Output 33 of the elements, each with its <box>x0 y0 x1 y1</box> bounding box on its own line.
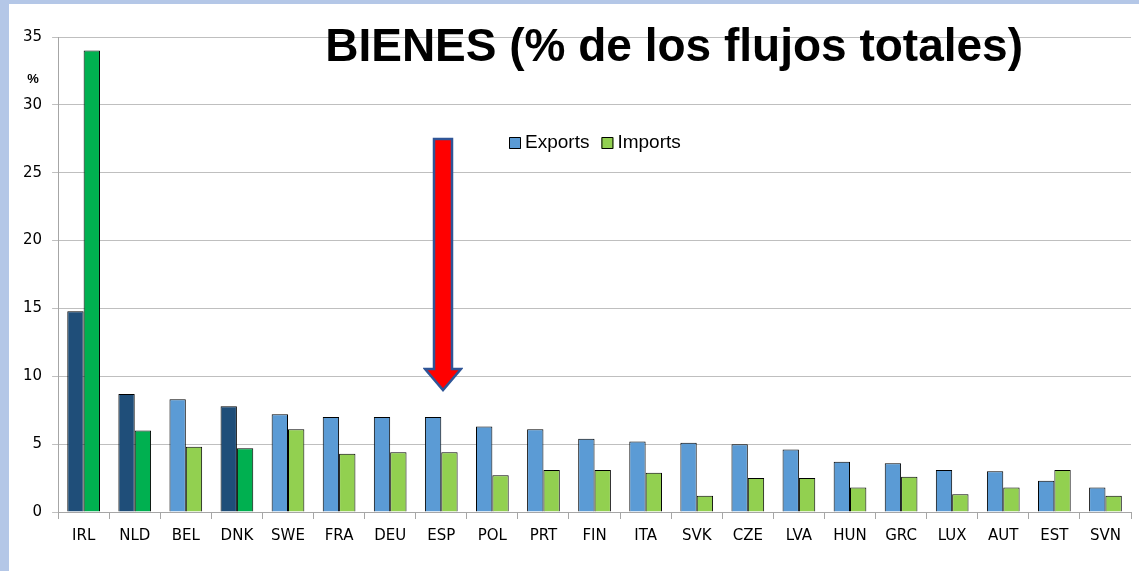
x-tick-label: NLD <box>119 525 151 544</box>
y-tick-label: 0 <box>32 501 43 520</box>
chart-title: BIENES (% de los flujos totales) <box>325 18 1023 71</box>
x-tick-label: FIN <box>582 525 607 544</box>
y-tick-label: 20 <box>22 230 43 249</box>
x-tick-label: LVA <box>785 525 813 544</box>
x-tick-label: CZE <box>732 525 763 544</box>
x-tick-label: SVK <box>681 525 713 544</box>
y-tick-label: 15 <box>22 298 43 317</box>
x-tick-label: POL <box>477 525 508 544</box>
x-tick-label: ESP <box>427 525 456 544</box>
y-axis-title: % <box>27 70 40 86</box>
y-tick-label: 5 <box>32 434 43 453</box>
x-tick-label: SVN <box>1089 525 1121 544</box>
x-tick-label: GRC <box>885 525 917 544</box>
x-tick-label: PRT <box>529 525 559 544</box>
x-tick-label: IRL <box>72 525 96 544</box>
x-tick-label: ITA <box>634 525 658 544</box>
x-tick-label: FRA <box>324 525 355 544</box>
y-tick-label: 10 <box>22 366 43 385</box>
x-tick-label: DNK <box>220 525 255 544</box>
y-tick-label: 30 <box>22 94 43 113</box>
x-tick-label: AUT <box>988 525 1020 544</box>
x-tick-label: EST <box>1040 525 1070 544</box>
legend-label: Imports <box>617 131 681 153</box>
legend-label: Exports <box>525 131 590 153</box>
y-tick-label: 25 <box>22 162 43 181</box>
x-tick-label: BEL <box>171 525 201 544</box>
x-tick-label: HUN <box>833 525 867 544</box>
x-tick-label: DEU <box>374 525 407 544</box>
x-tick-label: SWE <box>271 525 305 544</box>
y-tick-label: 35 <box>22 26 43 45</box>
x-tick-label: LUX <box>937 525 967 544</box>
